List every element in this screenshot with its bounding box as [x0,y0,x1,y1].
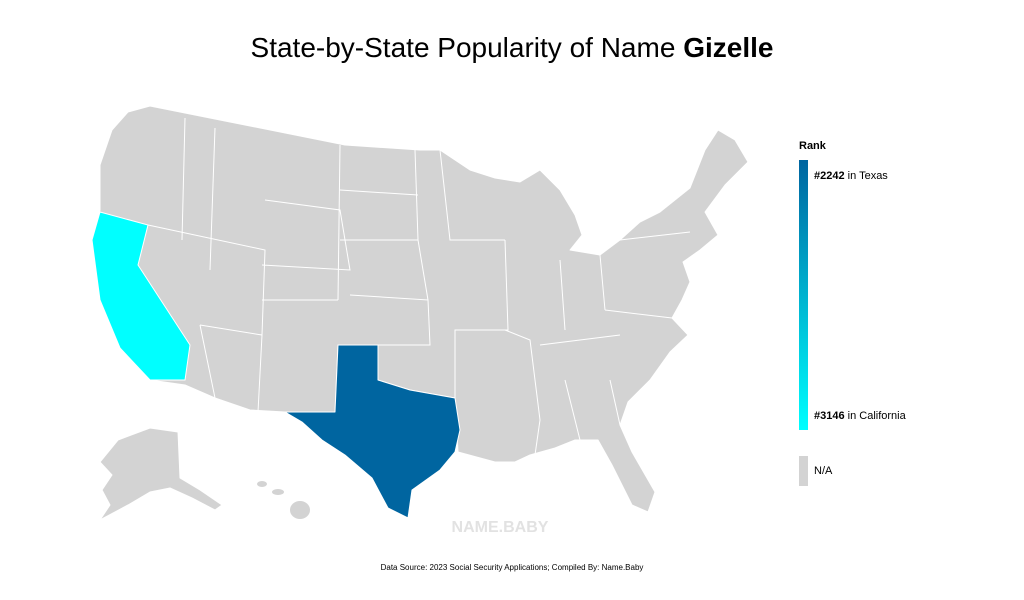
legend-low-place: in California [848,410,907,422]
hawaii-island [290,501,310,519]
legend-high-place: in Texas [848,170,889,182]
state-borders [147,117,691,456]
state-alaska [99,427,223,521]
legend-gradient [799,160,808,430]
watermark: NAME.BABY [452,519,549,536]
legend-low: #3146 in California [814,410,907,422]
title-name: Gizelle [683,32,773,63]
state-hawaii [257,481,310,519]
map-title: State-by-State Popularity of Name Gizell… [251,32,774,63]
source-note: Data Source: 2023 Social Security Applic… [381,563,644,572]
hawaii-island [272,489,284,495]
legend-na-swatch [799,456,808,486]
legend-title: Rank [799,140,827,152]
legend-high-rank: #2242 [814,170,845,182]
state-texas [284,344,461,519]
us-outline [91,105,749,513]
legend-high: #2242 in Texas [814,170,888,182]
legend-na-label: N/A [814,465,833,477]
title-text: State-by-State Popularity of Name [251,32,684,63]
legend: Rank #2242 in Texas #3146 in California … [799,140,907,486]
hawaii-island [257,481,267,487]
legend-low-rank: #3146 [814,410,845,422]
state-california [91,211,191,381]
